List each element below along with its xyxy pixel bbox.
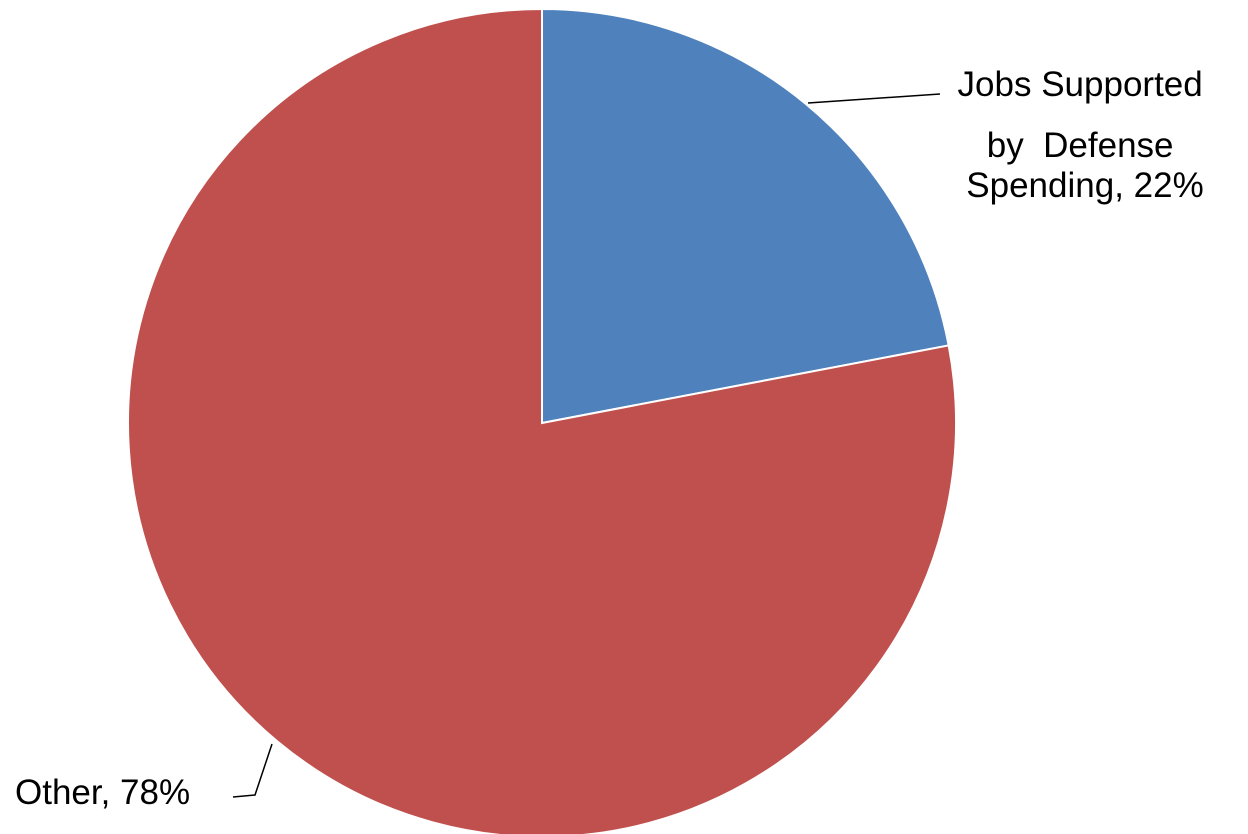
pie-slices — [127, 7, 957, 834]
slice-label-other: Other, 78% — [15, 773, 190, 812]
leader-line-jobs-supported — [807, 93, 941, 104]
pie-slice-0 — [541, 7, 950, 425]
slice-label-group-0: Jobs Supported by Defense Spending, 22% — [807, 65, 1213, 205]
slice-label-line: by Defense — [987, 126, 1174, 165]
slice-label-group-1: Other, 78% — [15, 743, 273, 812]
slice-label-line: Other, 78% — [15, 773, 190, 812]
slice-label-line: Jobs Supported — [958, 65, 1203, 104]
pie-slice-1 — [127, 7, 957, 834]
slice-label-line: Spending, 22% — [966, 166, 1203, 205]
leader-line-other — [232, 743, 273, 798]
slice-label-jobs-supported: Jobs Supported by Defense Spending, 22% — [958, 65, 1213, 205]
